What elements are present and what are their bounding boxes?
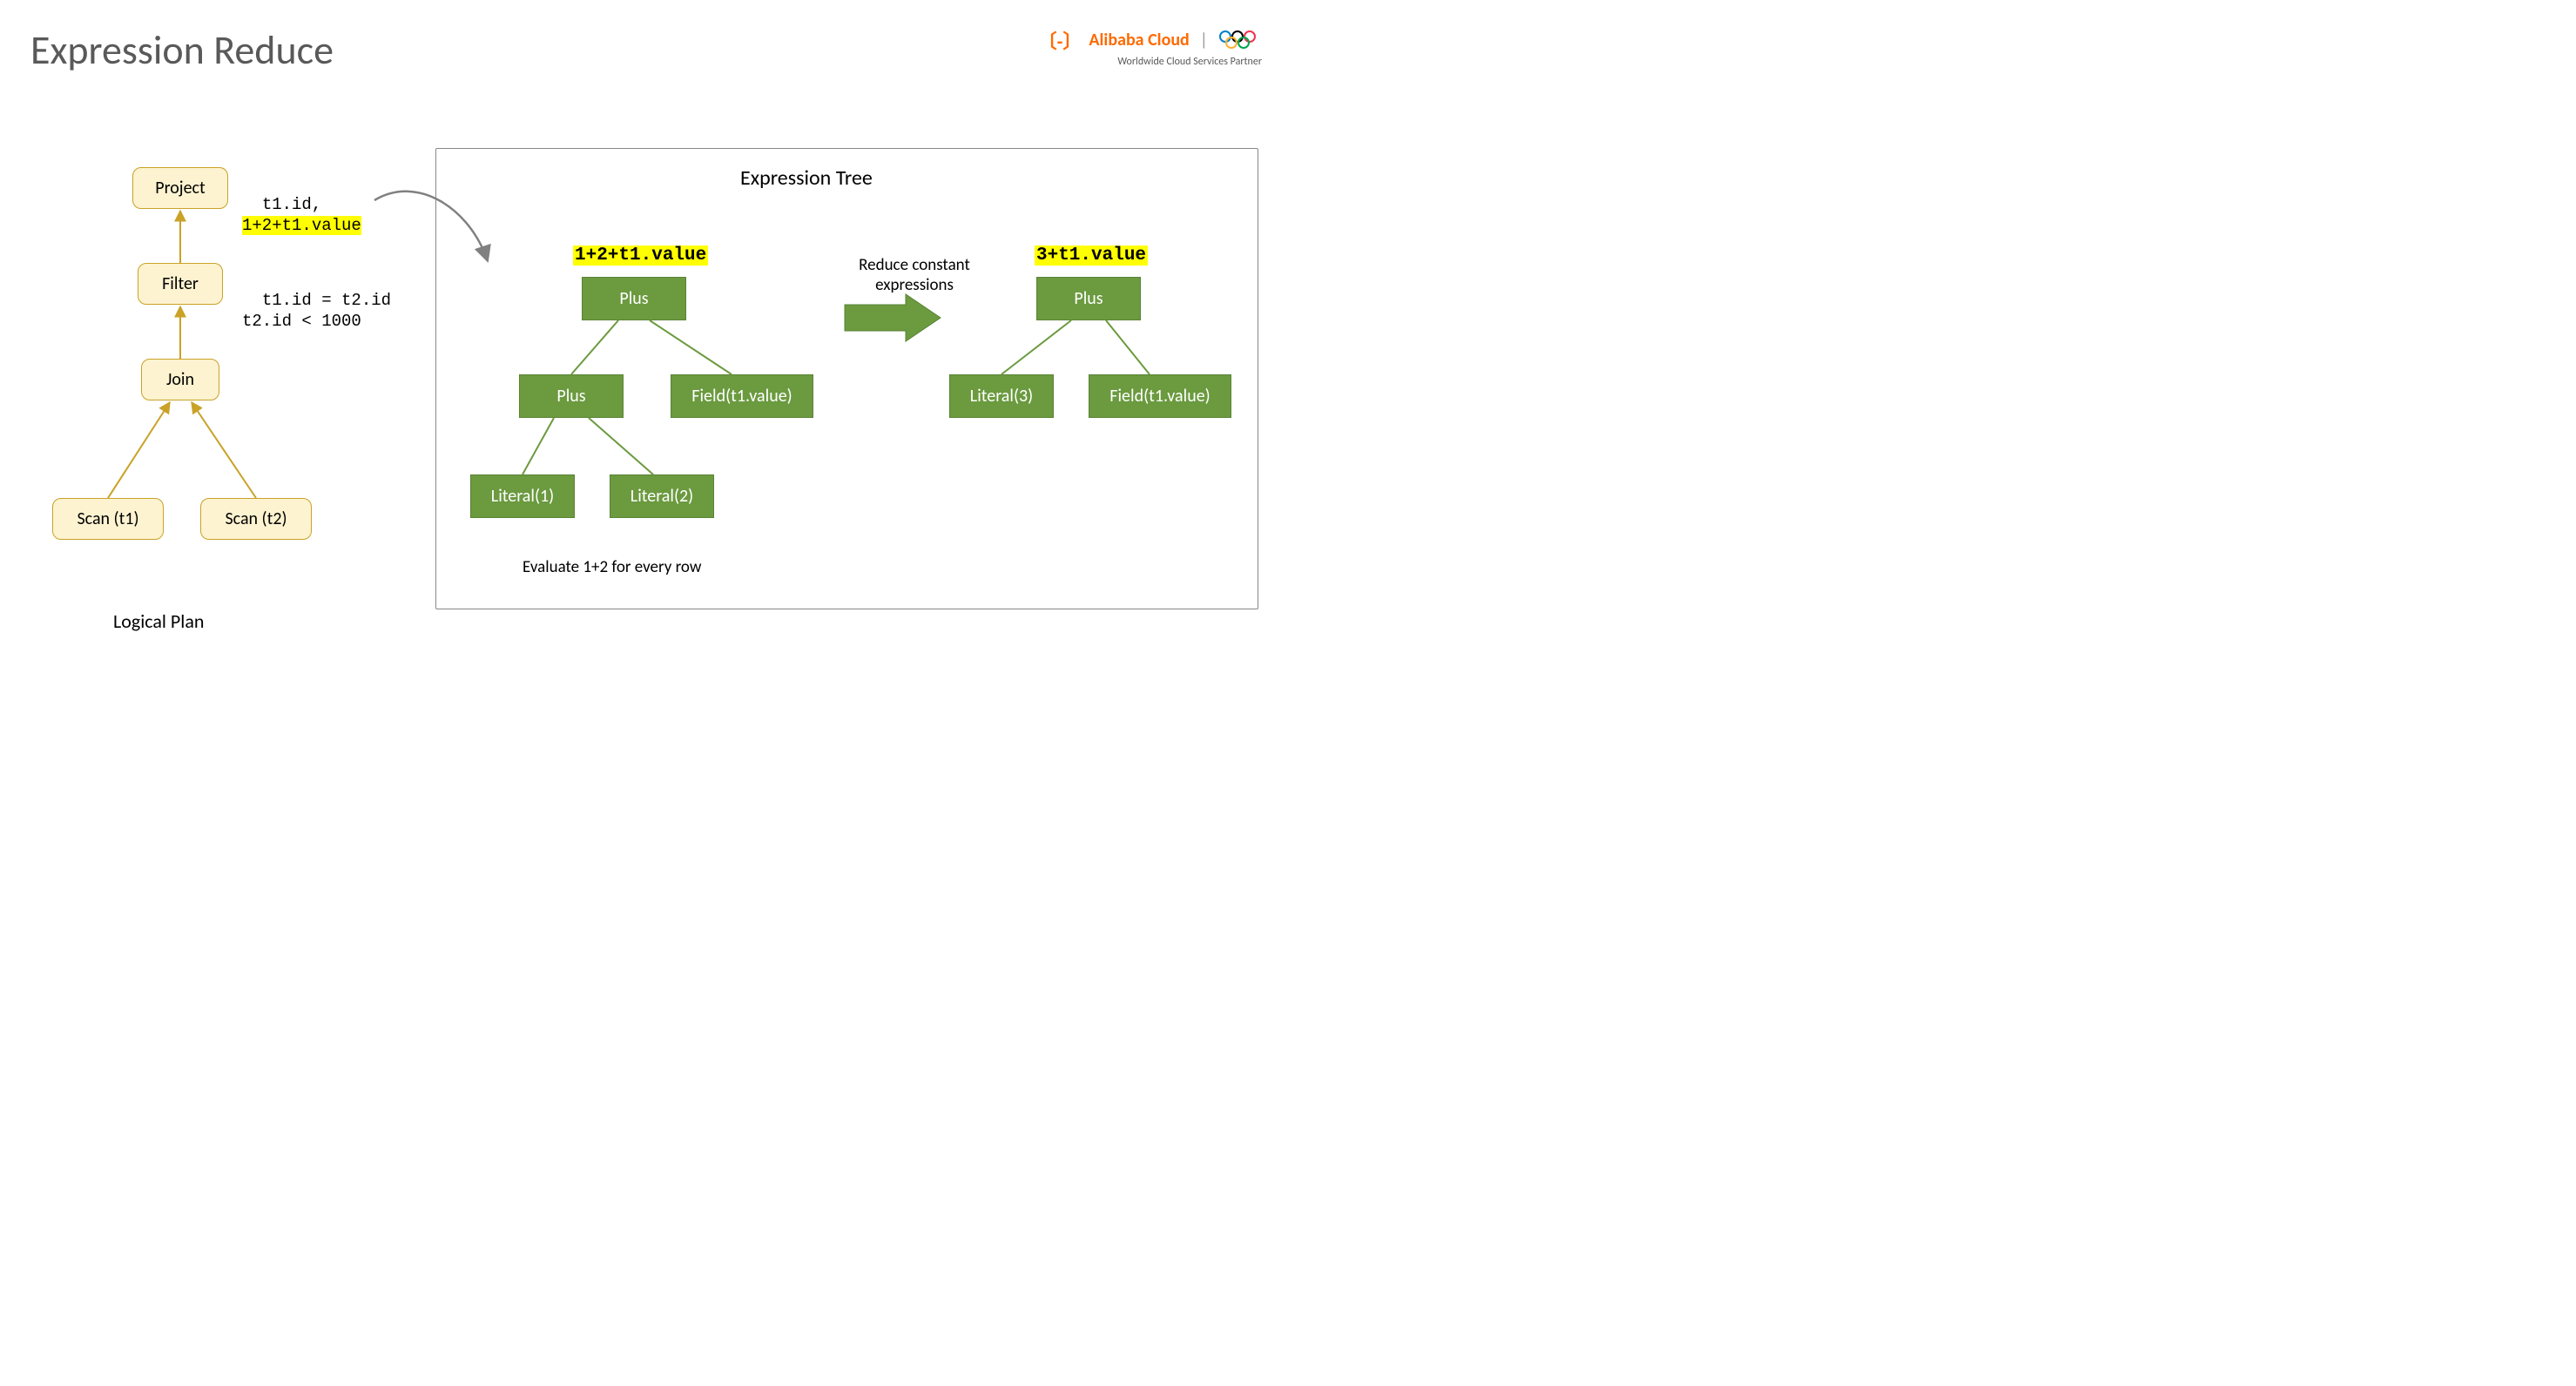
reduce-arrow-label: Reduce constant expressions xyxy=(836,256,993,296)
project-annotation: t1.id,1+2+t1.value xyxy=(242,172,361,237)
right-tree-header: 3+t1.value xyxy=(1035,246,1148,266)
logo-tagline: Worldwide Cloud Services Partner xyxy=(1038,56,1262,68)
plan-node-scan-t1: Scan (t1) xyxy=(52,498,164,540)
gnode-left-plus-inner: Plus xyxy=(519,374,624,418)
logo-brand-text: Alibaba Cloud xyxy=(1089,30,1189,50)
filter-annotation: t1.id = t2.idt2.id < 1000 xyxy=(242,268,391,333)
plan-node-filter: Filter xyxy=(138,263,223,305)
logo-bracket-icon: 〔-〕 xyxy=(1038,26,1082,54)
gnode-left-literal2: Literal(2) xyxy=(610,474,714,518)
gnode-right-field: Field(t1.value) xyxy=(1089,374,1231,418)
gnode-left-plus-root: Plus xyxy=(582,277,686,320)
olympic-rings-icon xyxy=(1218,30,1262,50)
gnode-right-plus: Plus xyxy=(1036,277,1141,320)
plan-node-project: Project xyxy=(132,167,228,209)
gnode-left-field: Field(t1.value) xyxy=(671,374,813,418)
expression-tree-title: Expression Tree xyxy=(740,165,873,191)
slide-title: Expression Reduce xyxy=(30,26,334,75)
plan-node-join: Join xyxy=(141,359,219,400)
left-tree-footer: Evaluate 1+2 for every row xyxy=(523,557,701,577)
brand-logo: 〔-〕 Alibaba Cloud | Worldwide Cloud Serv… xyxy=(1038,26,1262,68)
gnode-left-literal1: Literal(1) xyxy=(470,474,575,518)
gnode-right-literal3: Literal(3) xyxy=(949,374,1054,418)
plan-node-scan-t2: Scan (t2) xyxy=(200,498,312,540)
logical-plan-caption: Logical Plan xyxy=(113,609,204,633)
left-tree-header: 1+2+t1.value xyxy=(573,246,708,266)
